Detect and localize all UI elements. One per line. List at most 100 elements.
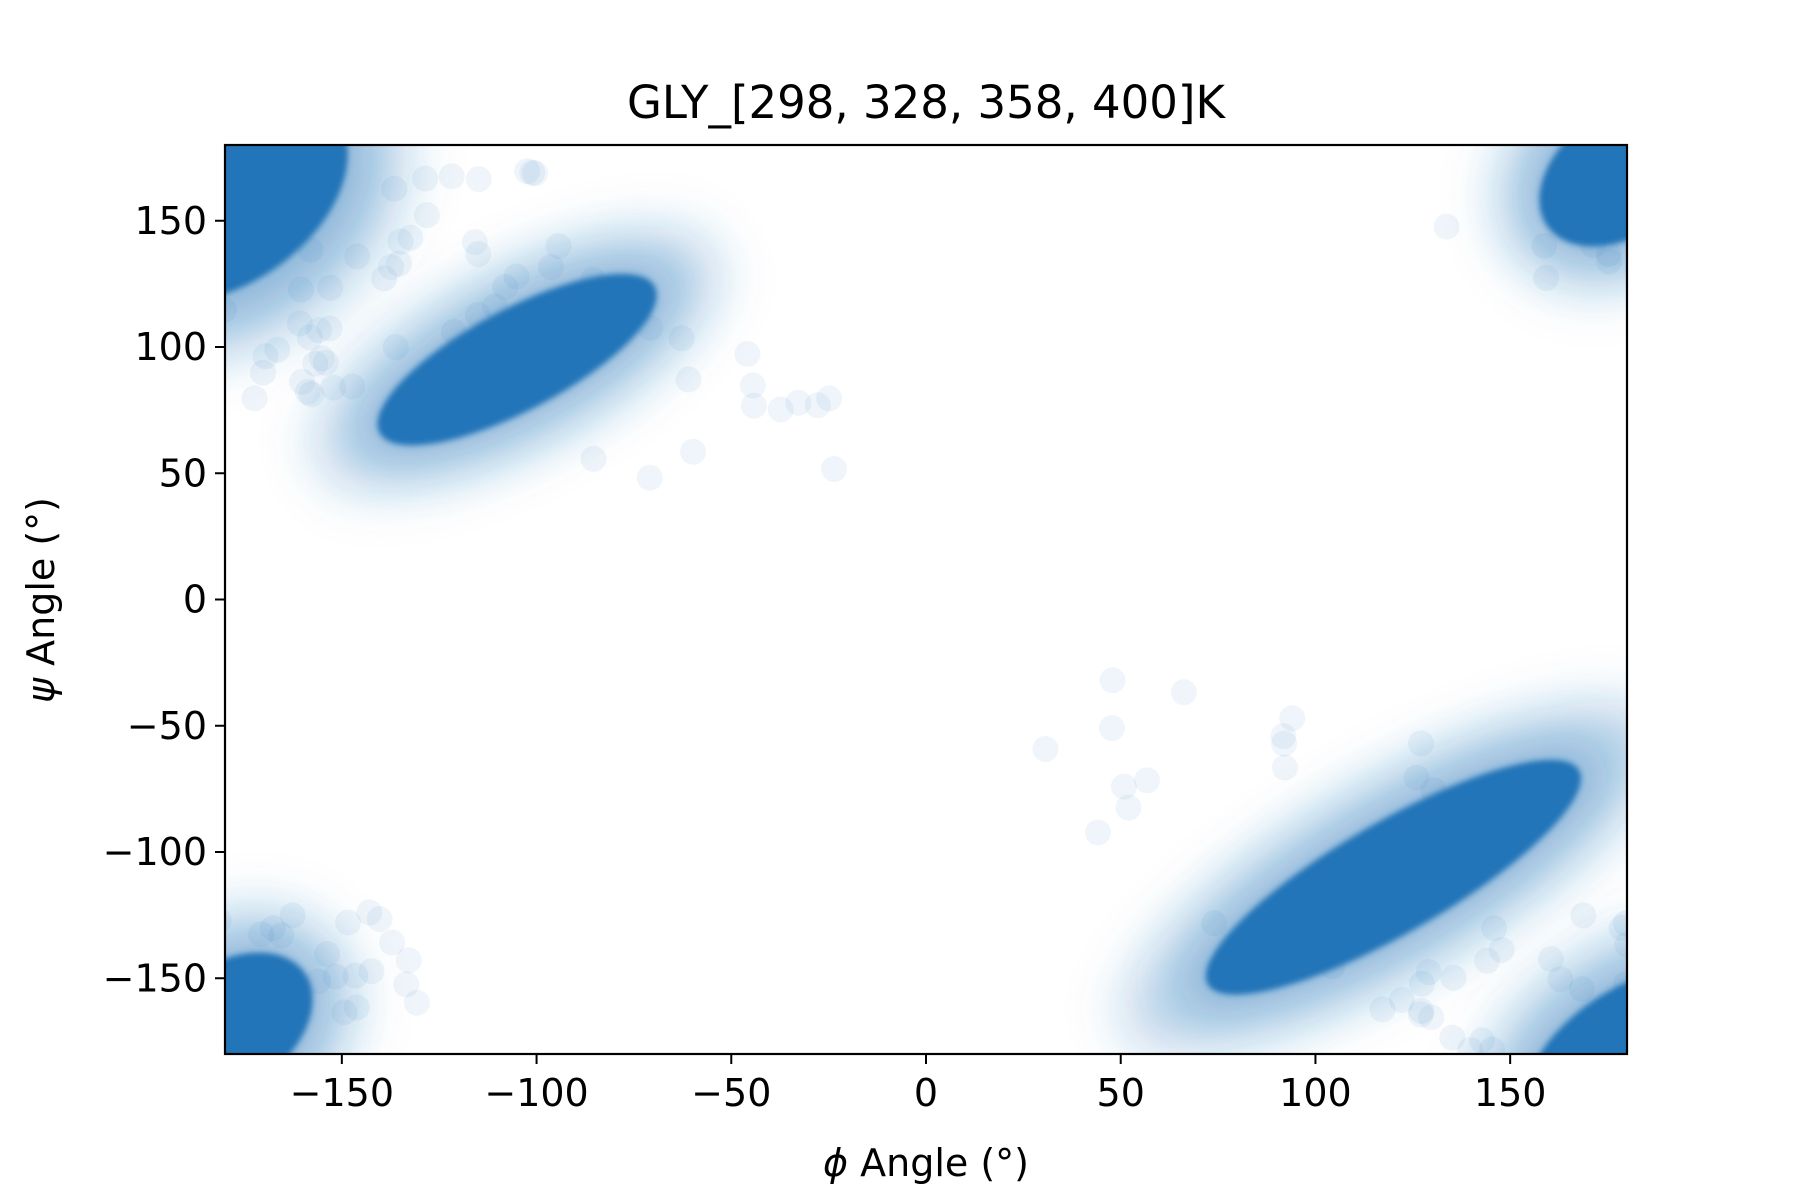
scatter-point (316, 315, 343, 342)
scatter-point (1731, 183, 1757, 209)
scatter-point (1700, 980, 1726, 1006)
scatter-point (412, 165, 439, 192)
scatter-point (1271, 754, 1298, 781)
scatter-point (1488, 936, 1515, 963)
scatter-point (0, 1016, 15, 1042)
scatter-point (181, 0, 207, 6)
scatter-point (225, 909, 232, 932)
scatter-point (358, 958, 385, 985)
scatter-point (1743, 1101, 1769, 1127)
scatter-point (1099, 667, 1126, 694)
scatter-point (1740, 1094, 1766, 1120)
scatter-point (1788, 169, 1800, 195)
scatter-point (177, 877, 203, 903)
scatter-point (1639, 930, 1665, 956)
scatter-point (264, 336, 291, 363)
scatter-point (1440, 964, 1467, 991)
scatter-point (1417, 1084, 1443, 1110)
scatter-point (1420, 776, 1447, 803)
scatter-point (250, 359, 277, 386)
scatter-point (1390, 1085, 1416, 1111)
scatter-point (1760, 105, 1786, 131)
x-tick-label: 0 (914, 1071, 938, 1115)
cluster-core (1539, 145, 1627, 247)
scatter-point (141, 386, 167, 412)
scatter-point (1415, 1117, 1441, 1143)
scatter-point (403, 989, 430, 1016)
scatter-point (1415, 959, 1442, 986)
scatter-point (308, 345, 335, 372)
scatter-point (381, 175, 408, 202)
scatter-point (225, 296, 238, 323)
scatter-point (233, 1094, 259, 1120)
scatter-point (1653, 303, 1679, 329)
scatter-point (1770, 92, 1796, 118)
y-tick-label: 100 (134, 325, 207, 369)
scatter-point (1488, 113, 1514, 139)
scatter-point (821, 455, 848, 482)
scatter-point (156, 871, 182, 897)
scatter-point (252, 343, 279, 370)
scatter-point (378, 254, 405, 281)
scatter-point (1736, 107, 1762, 133)
scatter-point (371, 265, 398, 292)
scatter-point (297, 236, 324, 263)
scatter-point (1728, 1095, 1754, 1121)
scatter-point (1418, 1004, 1445, 1031)
scatter-point (451, 57, 477, 83)
scatter-point (1669, 18, 1695, 44)
scatter-point (675, 366, 702, 393)
scatter-point (1407, 730, 1434, 757)
scatter-point (1723, 993, 1749, 1019)
y-tick-label: 150 (134, 199, 207, 243)
density-cluster (225, 145, 409, 363)
scatter-point (62, 1046, 88, 1072)
scatter-point (53, 334, 79, 360)
y-tick-label: −50 (127, 704, 207, 748)
scatter-point (785, 389, 812, 416)
x-axis-label-symbol: ϕ (823, 1141, 848, 1185)
scatter-point (304, 968, 331, 995)
scatter-point (156, 1135, 182, 1161)
scatter-point (343, 77, 369, 103)
scatter-point (362, 68, 388, 94)
scatter-point (397, 224, 424, 251)
scatter-point (1711, 912, 1737, 938)
scatter-point (1676, 32, 1702, 58)
scatter-point (1403, 764, 1430, 791)
scatter-point (1675, 913, 1701, 939)
scatter-point (1682, 242, 1708, 268)
cluster-halo (225, 145, 409, 363)
density-cluster (1475, 922, 1627, 1054)
scatter-point (503, 263, 530, 290)
scatter-point (1758, 1035, 1784, 1061)
scatter-point (1369, 996, 1396, 1023)
y-axis-label-symbol: ψ (19, 677, 63, 703)
scatter-point (522, 160, 549, 187)
scatter-point (637, 314, 664, 341)
scatter-point (1595, 81, 1621, 107)
scatter-point (1595, 241, 1622, 268)
y-tick-label: −100 (103, 830, 207, 874)
scatter-point (1684, 222, 1710, 248)
scatter-point (331, 999, 358, 1026)
scatter-point (1570, 79, 1596, 105)
scatter-point (1568, 976, 1595, 1003)
density-cluster (313, 229, 721, 490)
scatter-point (294, 378, 321, 405)
scatter-point (1134, 767, 1161, 794)
scatter-point (740, 392, 767, 419)
scatter-point (1420, 103, 1446, 129)
scatter-point (538, 254, 565, 281)
scatter-point (1201, 910, 1228, 937)
scatter-point (241, 385, 268, 412)
scatter-point (298, 381, 325, 408)
scatter-point (320, 374, 347, 401)
scatter-point (382, 334, 409, 361)
scatter-point (767, 396, 794, 423)
y-tick-label: −150 (103, 956, 207, 1000)
scatter-point (1319, 953, 1346, 980)
scatter-point (305, 317, 332, 344)
y-tick-label: 0 (183, 578, 207, 622)
